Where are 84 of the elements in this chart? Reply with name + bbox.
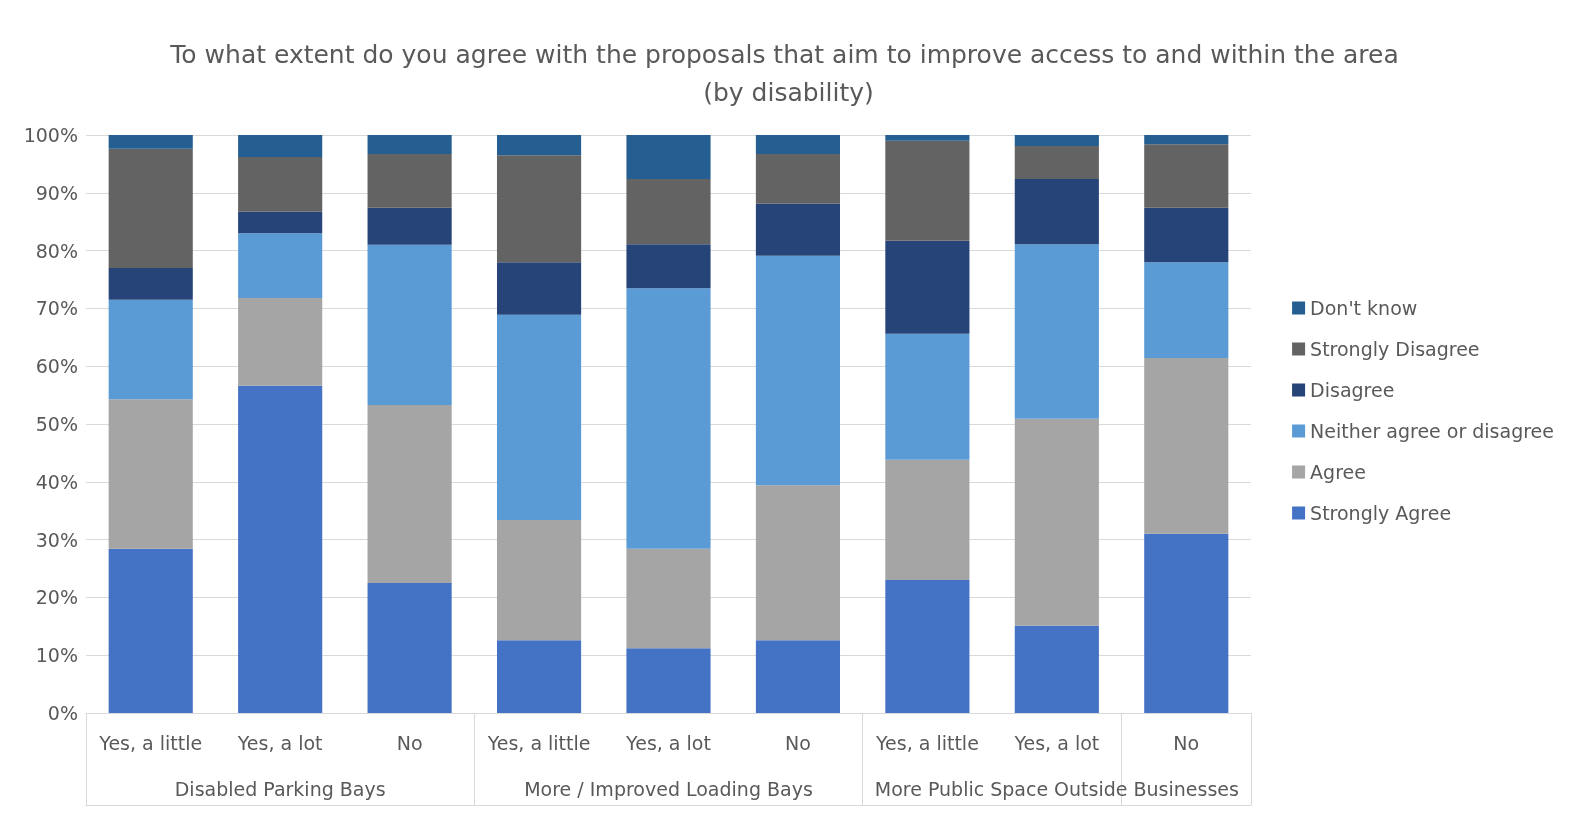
x-tick-label: Yes, a little — [98, 731, 203, 754]
bar — [238, 135, 323, 157]
y-tick-label: 20% — [35, 586, 78, 609]
y-tick-label: 10% — [35, 644, 78, 667]
bar — [885, 459, 970, 581]
bar — [108, 399, 193, 549]
x-tick-label: Yes, a little — [486, 731, 591, 754]
text: More Public Space Outside Businesses — [874, 777, 1239, 800]
bar — [885, 140, 970, 241]
bar — [755, 485, 841, 641]
bar — [755, 640, 841, 713]
bar — [108, 548, 193, 713]
bar — [1014, 135, 1099, 146]
bar — [367, 154, 452, 208]
legend-label: Don't know — [1310, 297, 1418, 319]
bar — [238, 385, 323, 713]
bar — [1014, 625, 1099, 713]
bar — [108, 299, 193, 400]
bar — [108, 135, 193, 149]
bar — [755, 135, 841, 155]
bar — [367, 404, 452, 583]
x-tick-label: No — [785, 731, 811, 754]
bar — [367, 582, 452, 713]
bar — [885, 135, 970, 141]
y-tick-label: 90% — [35, 181, 78, 204]
bar — [108, 148, 193, 268]
bar — [1144, 358, 1229, 534]
bar — [1144, 135, 1229, 145]
bar — [367, 207, 452, 245]
bar — [367, 244, 452, 405]
bar — [367, 135, 452, 155]
y-tick-label: 40% — [35, 470, 78, 493]
bar — [626, 135, 711, 179]
legend-label: Disagree — [1310, 379, 1395, 401]
bar — [755, 203, 841, 256]
bar — [885, 580, 970, 713]
y-tick-label: 50% — [35, 413, 78, 435]
bar — [496, 155, 582, 263]
chart-title: To what extent do you agree with the proposals that aim to improve access to and within the area (by disability) — [169, 39, 1407, 107]
bar — [496, 640, 582, 713]
bar — [496, 262, 582, 315]
bar — [755, 154, 841, 204]
y-tick-label: 0% — [47, 702, 78, 724]
bar — [626, 288, 711, 549]
bar — [1144, 144, 1229, 208]
y-tick-label: 60% — [35, 355, 78, 378]
bar — [238, 211, 323, 234]
x-tick-label: Yes, a lot — [236, 731, 323, 754]
x-tick-label: Yes, a little — [874, 731, 979, 754]
y-tick-label: 80% — [35, 239, 78, 262]
text: Disabled Parking Bays — [174, 777, 386, 800]
bar — [496, 314, 582, 520]
bar — [885, 240, 970, 334]
x-tick-label: Yes, a lot — [1013, 731, 1100, 754]
bar — [238, 298, 323, 386]
y-tick-label: 100% — [23, 124, 78, 146]
bar — [1144, 207, 1229, 263]
legend-label: Neither agree or disagree — [1310, 420, 1554, 442]
bar — [238, 233, 323, 298]
bar — [626, 244, 711, 289]
bar — [626, 548, 711, 649]
bar — [1014, 418, 1099, 626]
legend-label: Strongly Disagree — [1310, 338, 1480, 360]
text: More / Improved Loading Bays — [524, 777, 813, 800]
y-tick-label: 70% — [35, 297, 78, 320]
bar — [1014, 178, 1099, 245]
x-tick-label: Yes, a lot — [625, 731, 711, 754]
x-tick-label: No — [396, 731, 423, 754]
bar — [626, 178, 711, 245]
bar — [1014, 145, 1099, 179]
bar — [238, 156, 323, 212]
legend-label: Agree — [1310, 461, 1366, 483]
bar — [885, 333, 970, 460]
bar — [1014, 244, 1099, 419]
x-tick-label: No — [1173, 731, 1200, 754]
bar — [1144, 262, 1229, 359]
bar — [108, 267, 193, 300]
bar — [626, 648, 711, 713]
legend-label: Strongly Agree — [1310, 502, 1452, 524]
bar — [496, 519, 582, 641]
bar — [496, 135, 582, 156]
y-tick-label: 30% — [35, 528, 78, 551]
bar — [755, 255, 841, 486]
bar — [1144, 533, 1229, 713]
